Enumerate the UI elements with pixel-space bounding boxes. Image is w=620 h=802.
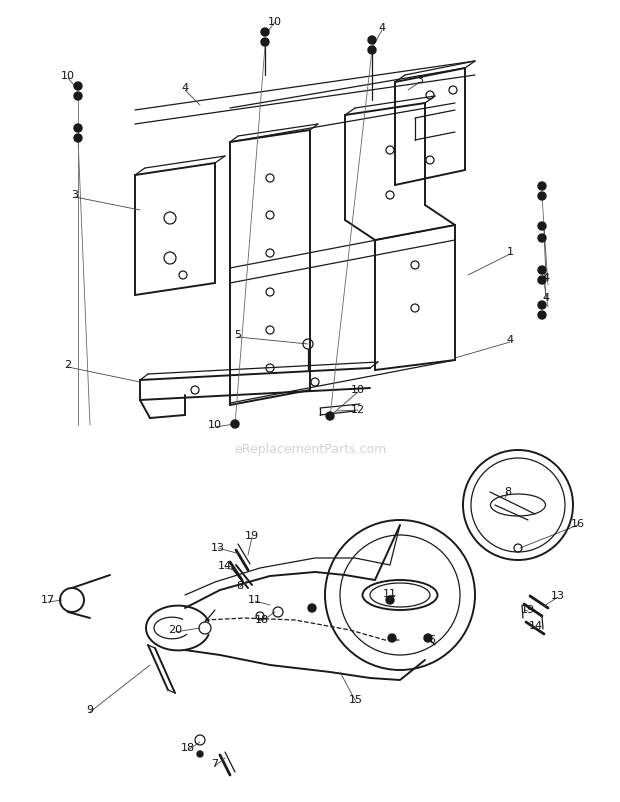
Text: 12: 12 xyxy=(351,405,365,415)
Text: 11: 11 xyxy=(383,589,397,599)
Circle shape xyxy=(231,420,239,428)
Circle shape xyxy=(538,266,546,274)
Circle shape xyxy=(424,634,432,642)
Circle shape xyxy=(261,38,269,46)
Circle shape xyxy=(74,92,82,100)
Circle shape xyxy=(368,36,376,44)
Text: 7: 7 xyxy=(211,759,219,769)
Circle shape xyxy=(326,412,334,420)
Text: 13: 13 xyxy=(211,543,225,553)
Text: 19: 19 xyxy=(521,605,535,615)
Text: 5: 5 xyxy=(234,330,242,340)
Circle shape xyxy=(388,634,396,642)
Text: 10: 10 xyxy=(268,17,282,27)
Text: 10: 10 xyxy=(351,385,365,395)
Circle shape xyxy=(386,596,394,604)
Circle shape xyxy=(308,604,316,612)
Circle shape xyxy=(538,276,546,284)
Text: 8: 8 xyxy=(236,581,244,591)
Text: 15: 15 xyxy=(349,695,363,705)
Circle shape xyxy=(74,82,82,90)
Text: 4: 4 xyxy=(507,335,513,345)
Text: 11: 11 xyxy=(248,595,262,605)
Text: 10: 10 xyxy=(208,420,222,430)
Circle shape xyxy=(538,301,546,309)
Circle shape xyxy=(538,182,546,190)
Text: 4: 4 xyxy=(542,293,549,303)
Circle shape xyxy=(74,134,82,142)
Circle shape xyxy=(368,46,376,54)
Text: 6: 6 xyxy=(428,635,435,645)
Text: 4: 4 xyxy=(542,273,549,283)
Text: 3: 3 xyxy=(71,190,79,200)
Text: 4: 4 xyxy=(378,23,386,33)
Circle shape xyxy=(538,234,546,242)
Circle shape xyxy=(538,311,546,319)
Circle shape xyxy=(74,124,82,132)
Circle shape xyxy=(538,192,546,200)
Circle shape xyxy=(538,222,546,230)
Text: 10: 10 xyxy=(61,71,75,81)
Text: 3: 3 xyxy=(417,75,423,85)
Text: 4: 4 xyxy=(182,83,188,93)
Text: 16: 16 xyxy=(571,519,585,529)
Text: 18: 18 xyxy=(255,615,269,625)
Text: 14: 14 xyxy=(529,621,543,631)
Text: 9: 9 xyxy=(86,705,94,715)
Text: 17: 17 xyxy=(41,595,55,605)
Text: 13: 13 xyxy=(551,591,565,601)
Text: 14: 14 xyxy=(218,561,232,571)
Circle shape xyxy=(261,28,269,36)
Circle shape xyxy=(197,751,203,757)
Text: eReplacementParts.com: eReplacementParts.com xyxy=(234,444,386,456)
Text: 8: 8 xyxy=(505,487,511,497)
Text: 18: 18 xyxy=(181,743,195,753)
Text: 20: 20 xyxy=(168,625,182,635)
Text: 2: 2 xyxy=(64,360,71,370)
Text: 19: 19 xyxy=(245,531,259,541)
Text: 1: 1 xyxy=(507,247,513,257)
